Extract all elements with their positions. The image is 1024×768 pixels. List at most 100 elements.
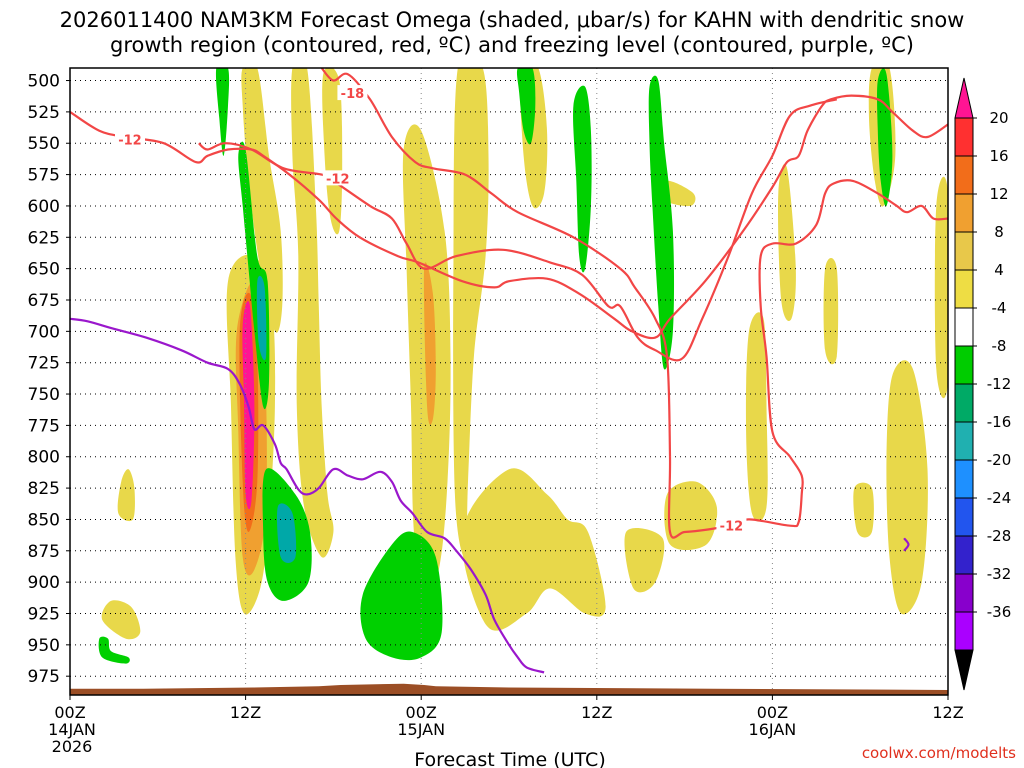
colorbar: 20 16 12 8 4 -4 -8 -12 -16 -20 -24 -28 -32 -36 <box>954 77 1012 691</box>
colorbar-label-1: 16 <box>989 147 1008 165</box>
contour-freezing-dot <box>903 537 910 552</box>
contour-label-2: -12 <box>326 172 350 187</box>
contour-label-bg-1 <box>114 131 145 147</box>
omega-region-32 <box>573 85 592 273</box>
omega-region-6 <box>241 68 283 333</box>
omega-region-21 <box>886 360 928 615</box>
omega-region-31 <box>516 68 536 145</box>
x-axis-label: Forecast Time (UTC) <box>414 749 605 768</box>
x-tick-label-2: 00Z <box>406 703 437 722</box>
y-tick-label-950: 950 <box>28 636 60 656</box>
colorbar-block-4 <box>954 231 974 271</box>
y-tick-label-575: 575 <box>28 166 60 186</box>
colorbar-label-10: -24 <box>987 489 1012 507</box>
colorbar-block-7 <box>954 345 974 385</box>
omega-region-22 <box>853 482 874 538</box>
contour-label-1: -12 <box>118 133 142 148</box>
contour-label-0: -18 <box>341 87 365 102</box>
contour-freezing <box>70 317 545 674</box>
contour-dgz-top <box>198 98 838 362</box>
contour-label-bg-3 <box>716 517 747 533</box>
contour-label-3: -12 <box>720 520 744 535</box>
omega-region-24 <box>215 68 230 156</box>
colorbar-label-7: -12 <box>987 375 1012 393</box>
x-tick-date-0: 14JAN <box>48 720 96 739</box>
y-tick-label-550: 550 <box>28 134 60 154</box>
y-tick-label-700: 700 <box>28 322 60 342</box>
plot-content: -18 -12 -12 -12 <box>70 68 948 695</box>
y-tick-label-675: 675 <box>28 291 60 311</box>
omega-region-17 <box>745 312 768 522</box>
y-tick-label-725: 725 <box>28 354 60 374</box>
colorbar-label-0: 20 <box>989 109 1008 127</box>
x-tick-label-5: 12Z <box>932 703 963 722</box>
colorbar-bottom-triangle <box>954 649 974 691</box>
x-tick-date-4: 16JAN <box>749 720 797 739</box>
omega-region-28 <box>276 503 297 563</box>
omega-region-1 <box>117 469 135 522</box>
chart-title: 2026011400 NAM3KM Forecast Omega (shaded… <box>60 8 965 32</box>
omega-region-12 <box>461 468 606 631</box>
colorbar-block-14 <box>954 611 974 651</box>
colorbar-block-9 <box>954 421 974 461</box>
y-tick-label-625: 625 <box>28 228 60 248</box>
colorbar-label-13: -36 <box>987 603 1012 621</box>
colorbar-block-5 <box>954 269 974 309</box>
chart-title-line2: growth region (contoured, red, ºC) and f… <box>110 33 914 57</box>
axes: 500 525 550 575 600 625 650 675 700 725 750 775 800 8… <box>28 72 964 756</box>
colorbar-label-8: -16 <box>987 413 1012 431</box>
omega-region-10 <box>423 262 436 425</box>
y-tick-label-650: 650 <box>28 260 60 280</box>
colorbar-label-5: -4 <box>992 299 1007 317</box>
contour-label-bg-0 <box>337 85 368 101</box>
omega-region-0 <box>101 600 141 640</box>
y-tick-label-775: 775 <box>28 416 60 436</box>
omega-region-26 <box>256 275 267 361</box>
colorbar-block-1 <box>954 117 974 157</box>
terrain-fill <box>70 683 948 695</box>
colorbar-block-10 <box>954 459 974 499</box>
credit-link[interactable]: coolwx.com/modelts <box>862 744 1016 762</box>
y-tick-label-825: 825 <box>28 479 60 499</box>
x-tick-label-3: 12Z <box>581 703 612 722</box>
x-tick-label-4: 00Z <box>757 703 788 722</box>
y-tick-label-525: 525 <box>28 103 60 123</box>
colorbar-label-12: -32 <box>987 565 1012 583</box>
colorbar-label-2: 12 <box>989 185 1008 203</box>
colorbar-block-2 <box>954 155 974 195</box>
y-tick-label-975: 975 <box>28 667 60 687</box>
y-tick-label-500: 500 <box>28 72 60 92</box>
colorbar-top-triangle <box>954 77 974 119</box>
colorbar-label-11: -28 <box>987 527 1012 545</box>
omega-region-34 <box>877 68 893 207</box>
y-tick-label-925: 925 <box>28 604 60 624</box>
plot-area: -18 -12 -12 -12 <box>69 67 949 696</box>
omega-region-18 <box>778 163 796 322</box>
colorbar-label-6: -8 <box>992 337 1007 355</box>
omega-region-23 <box>934 176 948 398</box>
y-tick-label-800: 800 <box>28 448 60 468</box>
contour-label-bg-2 <box>322 170 353 186</box>
omega-region-11 <box>453 68 489 558</box>
x-tick-date-2: 15JAN <box>397 720 445 739</box>
omega-region-20 <box>823 258 839 365</box>
y-tick-label-900: 900 <box>28 573 60 593</box>
omega-region-16 <box>664 481 718 551</box>
colorbar-label-4: 4 <box>994 261 1004 279</box>
colorbar-block-3 <box>954 193 974 233</box>
y-tick-label-600: 600 <box>28 197 60 217</box>
colorbar-block-8 <box>954 383 974 423</box>
colorbar-label-3: 8 <box>994 223 1004 241</box>
y-tick-label-850: 850 <box>28 510 60 530</box>
x-tick-year-0: 2026 <box>52 737 93 756</box>
y-tick-label-750: 750 <box>28 385 60 405</box>
omega-region-30 <box>98 636 130 664</box>
colorbar-block-13 <box>954 573 974 613</box>
y-tick-label-875: 875 <box>28 542 60 562</box>
plot-frame <box>69 67 949 696</box>
colorbar-block-12 <box>954 535 974 575</box>
contour-dgz-cold <box>320 68 948 539</box>
x-tick-label-1: 12Z <box>230 703 261 722</box>
colorbar-block-6 <box>954 307 974 347</box>
